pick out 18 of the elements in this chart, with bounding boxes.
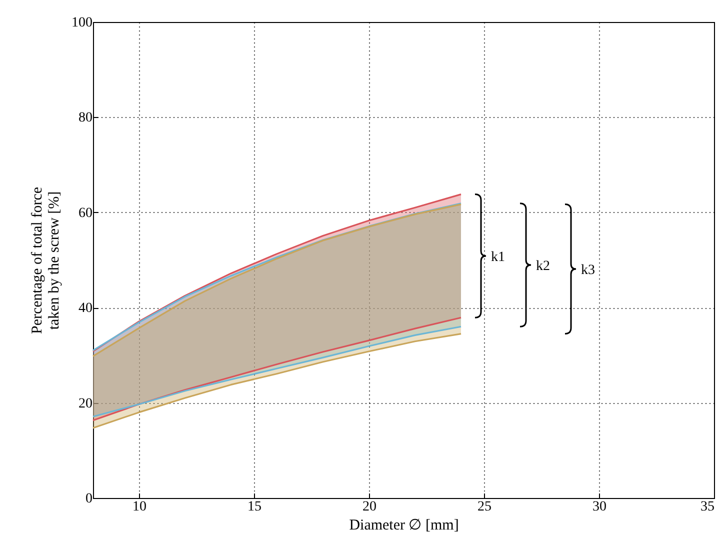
- line-series: [92, 332, 462, 429]
- y-tick-label: 80: [78, 110, 92, 126]
- y-tick-label: 40: [78, 301, 92, 316]
- x-tick-label: 30: [592, 500, 606, 514]
- y-tick-label: 0: [86, 492, 92, 506]
- text: k3: [581, 263, 595, 278]
- y-tick-label: 60: [78, 206, 92, 221]
- y-tick-label: 100: [72, 16, 92, 30]
- x-axis-title: Diameter ∅ [mm]: [349, 518, 459, 534]
- y-axis-title: Percentage of total force taken by the screw [%]: [30, 186, 62, 334]
- x-tick-label: 10: [132, 500, 146, 514]
- text: k2: [536, 259, 550, 274]
- x-tick-label: 35: [700, 500, 714, 514]
- x-tick-label: 20: [362, 500, 376, 514]
- y-tick-label: 20: [78, 396, 92, 412]
- text: k1: [491, 250, 505, 265]
- x-tick-label: 25: [478, 500, 492, 514]
- x-tick-label: 15: [248, 500, 262, 514]
